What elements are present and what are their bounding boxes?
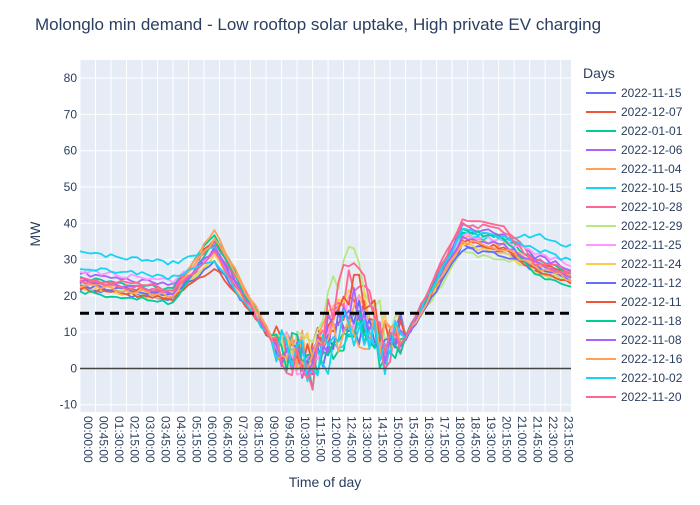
legend-item-label[interactable]: 2022-10-15 xyxy=(621,181,683,195)
y-tick-label: 60 xyxy=(64,144,78,158)
legend-item-label[interactable]: 2022-12-07 xyxy=(621,105,683,119)
x-tick-label: 16:30:00 xyxy=(422,416,436,463)
x-tick-label: 12:00:00 xyxy=(329,416,343,463)
legend-item-label[interactable]: 2022-11-24 xyxy=(621,257,682,271)
legend-item-label[interactable]: 2022-11-18 xyxy=(621,314,682,328)
series-line-2022-10-02 xyxy=(79,227,572,383)
y-tick-labels: -10 0 10 20 30 40 50 60 70 80 xyxy=(60,71,78,412)
x-tick-label: 01:30:00 xyxy=(112,416,126,463)
x-tick-label: 08:15:00 xyxy=(252,416,266,463)
x-tick-label: 00:00:00 xyxy=(81,416,95,463)
x-tick-label: 05:15:00 xyxy=(190,416,204,463)
x-tick-label: 18:00:00 xyxy=(453,416,467,463)
x-tick-labels: 00:00:00 00:45:00 01:30:00 02:15:00 03:00:00… xyxy=(81,416,576,463)
x-tick-label: 12:45:00 xyxy=(345,416,359,463)
series-lines xyxy=(79,218,572,391)
legend-item-label[interactable]: 2022-11-15 xyxy=(621,86,682,100)
y-tick-label: 0 xyxy=(70,361,77,375)
x-tick-label: 22:30:00 xyxy=(546,416,560,463)
y-tick-label: 20 xyxy=(64,289,78,303)
legend-item-label[interactable]: 2022-11-08 xyxy=(621,333,682,347)
x-tick-label: 20:15:00 xyxy=(500,416,514,463)
x-tick-label: 00:45:00 xyxy=(97,416,111,463)
y-tick-label: 10 xyxy=(64,325,78,339)
x-tick-label: 06:45:00 xyxy=(221,416,235,463)
legend-item-label[interactable]: 2022-12-06 xyxy=(621,143,683,157)
x-tick-label: 10:30:00 xyxy=(298,416,312,463)
x-tick-label: 06:00:00 xyxy=(205,416,219,463)
series-line-2022-12-16 xyxy=(79,237,572,372)
x-tick-label: 23:15:00 xyxy=(562,416,576,463)
x-tick-label: 11:15:00 xyxy=(314,416,328,462)
x-tick-label: 09:45:00 xyxy=(283,416,297,463)
x-axis-title: Time of day xyxy=(289,474,362,490)
y-tick-label: 70 xyxy=(64,107,78,121)
y-tick-label: 40 xyxy=(64,216,78,230)
y-tick-label: 80 xyxy=(64,71,78,85)
legend-item-label[interactable]: 2022-11-12 xyxy=(621,276,682,290)
x-tick-label: 15:45:00 xyxy=(407,416,421,463)
legend-item-label[interactable]: 2022-11-25 xyxy=(621,238,682,252)
legend-item-label[interactable]: 2022-11-04 xyxy=(621,162,682,176)
x-tick-label: 14:15:00 xyxy=(376,416,390,463)
y-tick-label: -10 xyxy=(60,398,78,412)
legend-item-label[interactable]: 2022-12-11 xyxy=(621,295,682,309)
x-tick-label: 02:15:00 xyxy=(128,416,142,463)
x-tick-label: 03:00:00 xyxy=(143,416,157,463)
series-line-2022-11-20 xyxy=(79,221,572,380)
x-tick-label: 09:00:00 xyxy=(267,416,281,463)
legend: Days 2022-11-15 2022-12-07 2022-01-01 2022-… xyxy=(583,65,683,404)
legend-item-label[interactable]: 2022-01-01 xyxy=(621,124,683,138)
legend-item-label[interactable]: 2022-12-16 xyxy=(621,352,683,366)
x-tick-label: 15:00:00 xyxy=(391,416,405,463)
y-tick-label: 30 xyxy=(64,253,78,267)
x-tick-label: 21:00:00 xyxy=(515,416,529,463)
series-line-2022-12-06 xyxy=(79,223,572,362)
x-tick-label: 03:45:00 xyxy=(159,416,173,463)
legend-title: Days xyxy=(583,65,615,81)
x-tick-label: 04:30:00 xyxy=(174,416,188,463)
legend-item-label[interactable]: 2022-11-20 xyxy=(621,390,682,404)
x-tick-label: 17:15:00 xyxy=(438,416,452,463)
x-tick-label: 13:30:00 xyxy=(360,416,374,463)
x-tick-label: 19:30:00 xyxy=(484,416,498,463)
x-tick-label: 07:30:00 xyxy=(236,416,250,463)
x-tick-label: 18:45:00 xyxy=(469,416,483,463)
legend-item-label[interactable]: 2022-10-02 xyxy=(621,371,683,385)
gridlines xyxy=(79,60,571,412)
chart-title: Molonglo min demand - Low rooftop solar … xyxy=(35,15,601,34)
series-line-2022-11-18 xyxy=(79,228,572,374)
y-tick-label: 50 xyxy=(64,180,78,194)
x-tick-label: 21:45:00 xyxy=(531,416,545,463)
legend-item-label[interactable]: 2022-12-29 xyxy=(621,219,683,233)
legend-item-label[interactable]: 2022-10-28 xyxy=(621,200,683,214)
y-axis-title: MW xyxy=(27,221,43,247)
